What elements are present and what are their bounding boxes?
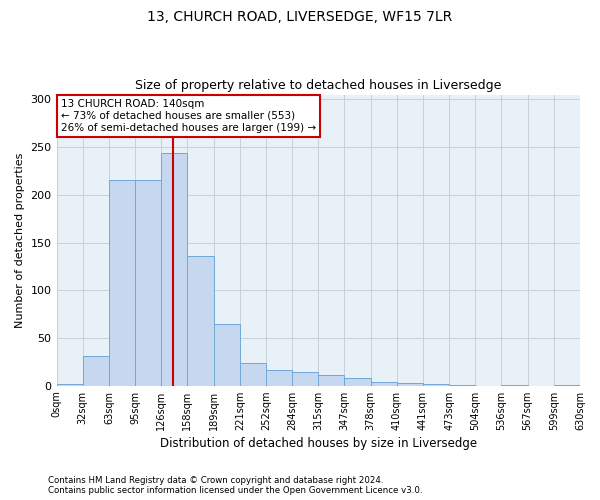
- Bar: [240, 363, 266, 386]
- Bar: [502, 384, 527, 386]
- Bar: [161, 153, 187, 386]
- Bar: [397, 383, 423, 386]
- Bar: [423, 384, 449, 386]
- Bar: [371, 382, 397, 386]
- Bar: [554, 384, 580, 386]
- X-axis label: Distribution of detached houses by size in Liversedge: Distribution of detached houses by size …: [160, 437, 477, 450]
- Bar: [266, 370, 292, 386]
- Text: 13, CHURCH ROAD, LIVERSEDGE, WF15 7LR: 13, CHURCH ROAD, LIVERSEDGE, WF15 7LR: [148, 10, 452, 24]
- Bar: [318, 375, 344, 386]
- Bar: [344, 378, 371, 386]
- Text: 13 CHURCH ROAD: 140sqm
← 73% of detached houses are smaller (553)
26% of semi-de: 13 CHURCH ROAD: 140sqm ← 73% of detached…: [61, 100, 316, 132]
- Bar: [56, 384, 83, 386]
- Text: Contains HM Land Registry data © Crown copyright and database right 2024.
Contai: Contains HM Land Registry data © Crown c…: [48, 476, 422, 495]
- Bar: [449, 384, 475, 386]
- Title: Size of property relative to detached houses in Liversedge: Size of property relative to detached ho…: [135, 79, 502, 92]
- Bar: [214, 324, 240, 386]
- Bar: [109, 180, 135, 386]
- Bar: [187, 256, 214, 386]
- Y-axis label: Number of detached properties: Number of detached properties: [15, 152, 25, 328]
- Bar: [135, 180, 161, 386]
- Bar: [292, 372, 318, 386]
- Bar: [83, 356, 109, 386]
